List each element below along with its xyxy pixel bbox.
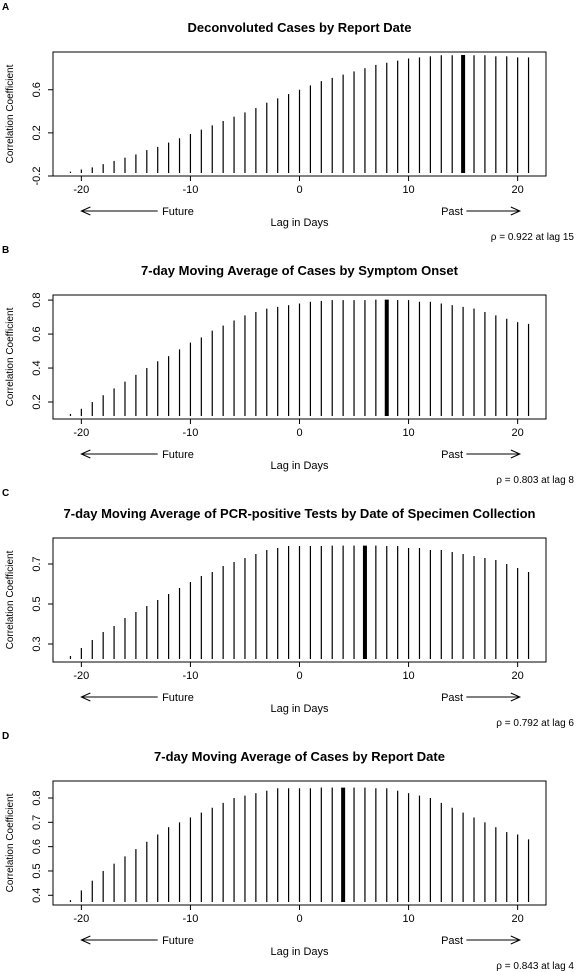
future-arrow-head (80, 692, 91, 702)
panel-d: D 7-day Moving Average of Cases by Report… (0, 729, 576, 972)
rho-annotation: ρ = 0.803 at lag 8 (496, 475, 574, 486)
y-tick-label: 0.7 (31, 556, 43, 571)
past-label: Past (441, 449, 463, 461)
y-tick-label: 0.4 (31, 888, 43, 903)
y-tick-label: 0.3 (31, 636, 43, 651)
x-tick-label: -10 (182, 427, 198, 439)
y-tick-label: 0.4 (31, 360, 43, 375)
past-arrow-head (510, 449, 522, 459)
panel-label: C (2, 488, 9, 499)
y-tick-label: 0.6 (31, 82, 43, 97)
x-tick-label: 10 (402, 184, 414, 196)
y-tick-label: 0.8 (31, 292, 43, 307)
chart-svg: B 7-day Moving Average of Cases by Sympto… (2, 245, 574, 486)
panel-label: D (2, 731, 9, 742)
x-tick-label: 0 (296, 913, 302, 925)
past-arrow-head (510, 692, 522, 702)
x-tick-label: -10 (182, 670, 198, 682)
rho-annotation: ρ = 0.792 at lag 6 (496, 718, 574, 729)
past-arrow-head (510, 206, 522, 216)
x-axis-label: Lag in Days (270, 460, 329, 472)
y-tick-label: 0.6 (31, 839, 43, 854)
y-tick-label: 0.6 (31, 326, 43, 341)
y-tick-label: 0.8 (31, 790, 43, 805)
x-tick-label: 20 (512, 427, 524, 439)
future-arrow-head (80, 449, 91, 459)
past-arrow-head (510, 935, 522, 945)
x-axis-label: Lag in Days (270, 217, 329, 229)
chart-title: 7-day Moving Average of Cases by Report … (154, 749, 445, 764)
chart-title: 7-day Moving Average of PCR-positive Tes… (64, 506, 536, 521)
y-axis-label: Correlation Coefficient (5, 307, 16, 406)
y-axis-label: Correlation Coefficient (5, 793, 16, 892)
x-tick-label: 0 (296, 427, 302, 439)
chart-title: 7-day Moving Average of Cases by Symptom… (141, 263, 459, 278)
x-tick-label: 20 (512, 913, 524, 925)
chart-title: Deconvoluted Cases by Report Date (188, 20, 412, 35)
future-label: Future (162, 206, 194, 218)
x-tick-label: 0 (296, 670, 302, 682)
x-axis-label: Lag in Days (270, 703, 329, 715)
y-tick-label: 0.2 (31, 394, 43, 409)
past-label: Past (441, 206, 463, 218)
future-label: Future (162, 692, 194, 704)
future-label: Future (162, 935, 194, 947)
panel-c: C 7-day Moving Average of PCR-positive Te… (0, 486, 576, 729)
x-tick-label: -20 (73, 427, 89, 439)
rho-annotation: ρ = 0.843 at lag 4 (496, 961, 574, 972)
x-tick-label: -20 (73, 670, 89, 682)
x-tick-label: 20 (512, 184, 524, 196)
y-tick-label: -0.2 (31, 167, 43, 186)
y-tick-label: 0.5 (31, 596, 43, 611)
x-axis-label: Lag in Days (270, 946, 329, 958)
x-tick-label: 0 (296, 184, 302, 196)
y-tick-label: 0.5 (31, 863, 43, 878)
y-axis-label: Correlation Coefficient (5, 64, 16, 163)
chart-svg: A Deconvoluted Cases by Report Date -20 -10… (2, 2, 575, 243)
y-axis-label: Correlation Coefficient (5, 550, 16, 649)
panel-label: B (2, 245, 9, 256)
chart-svg: C 7-day Moving Average of PCR-positive Te… (2, 488, 574, 729)
x-tick-label: 20 (512, 670, 524, 682)
y-tick-label: 0.7 (31, 815, 43, 830)
x-tick-label: 10 (402, 670, 414, 682)
chart-svg: D 7-day Moving Average of Cases by Report… (2, 731, 574, 972)
x-tick-label: -20 (73, 913, 89, 925)
future-arrow-head (80, 935, 91, 945)
x-tick-label: -20 (73, 184, 89, 196)
future-label: Future (162, 449, 194, 461)
x-tick-label: 10 (402, 427, 414, 439)
x-tick-label: 10 (402, 913, 414, 925)
panel-a: A Deconvoluted Cases by Report Date -20 -10… (0, 0, 576, 243)
x-tick-label: -10 (182, 913, 198, 925)
future-arrow-head (80, 206, 91, 216)
y-tick-label: 0.2 (31, 125, 43, 140)
panel-b: B 7-day Moving Average of Cases by Sympto… (0, 243, 576, 486)
panel-label: A (2, 2, 9, 13)
past-label: Past (441, 692, 463, 704)
rho-annotation: ρ = 0.922 at lag 15 (491, 232, 575, 243)
past-label: Past (441, 935, 463, 947)
x-tick-label: -10 (182, 184, 198, 196)
